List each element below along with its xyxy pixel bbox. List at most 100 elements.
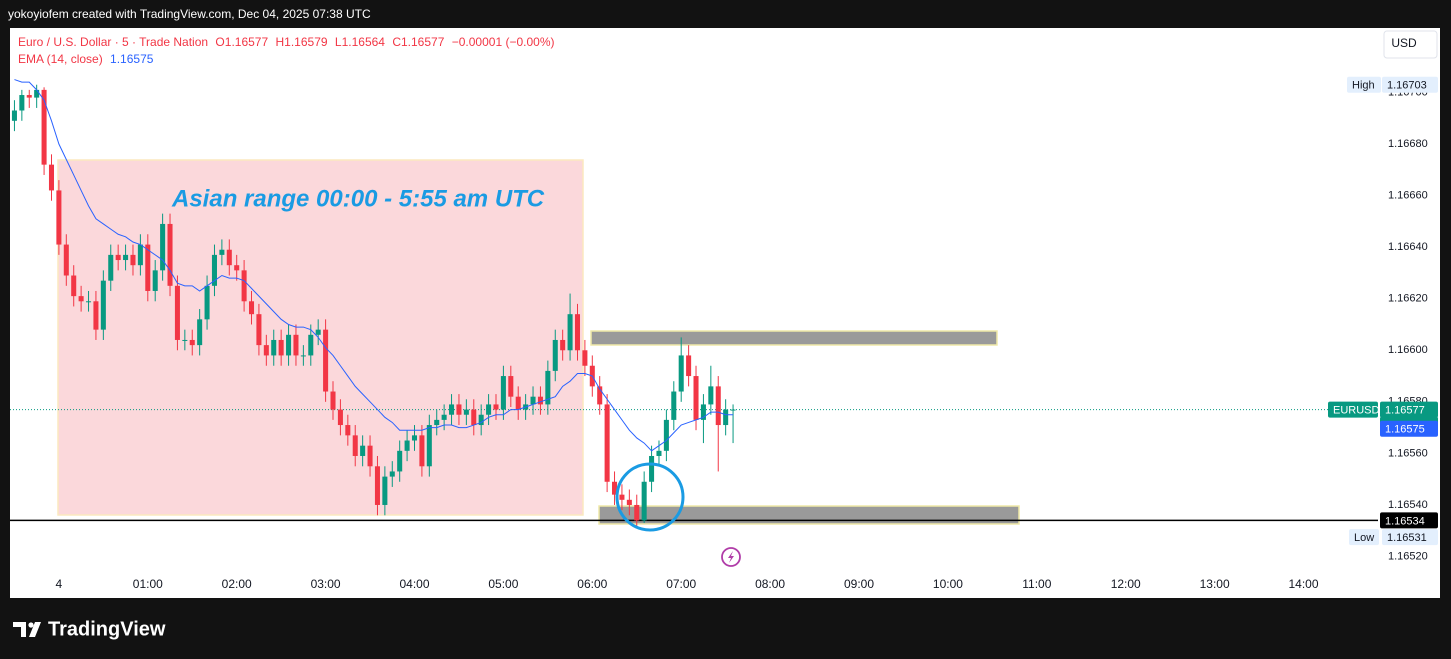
legend-low: 1.16564 [342, 35, 386, 49]
candle-body [197, 319, 203, 346]
footer-brand: TradingView [48, 618, 166, 640]
candle-body [86, 301, 92, 303]
last-price-tag: 1.16577 [1380, 401, 1438, 418]
symbol-tag-text: EURUSD [1333, 404, 1380, 416]
highlight-circle [615, 462, 685, 532]
y-tick-label: 1.16660 [1388, 189, 1428, 201]
indicator-name: EMA (14, close) [18, 52, 103, 66]
candle-body [693, 376, 699, 420]
symbol-tag-bg [1328, 401, 1378, 418]
legend-change: −0.00001 (−0.00%) [452, 35, 555, 49]
candle-body [723, 409, 729, 426]
candle-body [686, 355, 692, 377]
candle-body [248, 301, 255, 315]
candle-body [26, 95, 32, 98]
ema-tag-text: 1.16575 [1385, 424, 1425, 436]
x-tick-label: 13:00 [1200, 577, 1230, 591]
x-tick-label: 05:00 [488, 577, 518, 591]
y-tick-label: 1.16680 [1388, 138, 1428, 150]
logo-mark [13, 622, 26, 637]
y-tick-label: 1.16640 [1388, 241, 1428, 253]
candle-body [226, 249, 232, 266]
candle-body [397, 450, 403, 472]
candle-body [404, 440, 410, 451]
legend-title: Euro / U.S. Dollar · 5 · Trade Nation [18, 35, 208, 49]
candle-body [63, 244, 69, 276]
x-tick-label: 10:00 [933, 577, 963, 591]
y-tick-label: 1.16520 [1388, 550, 1428, 562]
candle-body [649, 455, 655, 482]
currency-button-frame[interactable] [1383, 30, 1438, 59]
candle-body [256, 314, 262, 346]
drawings [57, 159, 1020, 525]
header-text: yokoyiofem created with TradingView.com,… [8, 7, 371, 21]
candle-body [219, 249, 225, 255]
legend-open: 1.16577 [225, 35, 269, 49]
plot [10, 79, 1378, 529]
candle-body [663, 419, 669, 451]
high-tag-label-text: High [1352, 80, 1375, 92]
low-tag-value-bg [1382, 529, 1438, 546]
candle-body [656, 450, 662, 456]
candle-body [449, 404, 455, 415]
candle-body [619, 494, 625, 500]
low-tag-label-bg [1349, 529, 1379, 546]
candle-body [41, 89, 47, 165]
candle-body [337, 409, 343, 426]
logo-dot [28, 622, 34, 628]
candle-body [597, 386, 603, 405]
x-tick-label: 03:00 [311, 577, 341, 591]
candle-body [678, 355, 684, 392]
candle-body [367, 445, 373, 467]
candle-body [626, 499, 632, 505]
candle-body [330, 391, 336, 410]
candle-body [530, 396, 536, 405]
candle-body [537, 396, 543, 405]
high-tag-label-bg [1347, 76, 1381, 93]
low-tag-value: 1.16531 [1382, 529, 1438, 546]
y-tick-label: 1.16560 [1388, 447, 1428, 459]
candle-body [315, 329, 321, 335]
candle-body [167, 223, 173, 286]
legend-high-label: H [276, 35, 285, 49]
low-tag-label: Low [1349, 529, 1379, 546]
candle-body [515, 396, 521, 410]
candle-body [508, 376, 514, 397]
candle-body [426, 425, 432, 467]
candle-body [419, 435, 425, 467]
candle-body [174, 285, 180, 340]
candle-body [123, 254, 129, 261]
annotation: Asian range 00:00 - 5:55 am UTC [171, 185, 545, 212]
candle-body [56, 190, 62, 245]
event-icon-bolt[interactable] [728, 551, 734, 563]
x-tick-label: 09:00 [844, 577, 874, 591]
candle-body [352, 435, 358, 456]
legend-open-label: O [215, 35, 224, 49]
y-tick-label: 1.16600 [1388, 344, 1428, 356]
candle-body [478, 414, 484, 426]
low-tag-label-text: Low [1354, 532, 1374, 544]
candle-body [300, 355, 306, 357]
legend-close-label: C [392, 35, 401, 49]
candle-body [360, 445, 366, 456]
symbol-tag: EURUSD [1328, 401, 1380, 418]
candle-body [19, 95, 25, 111]
x-tick-label: 12:00 [1111, 577, 1141, 591]
candle-body [189, 339, 195, 346]
candle-body [560, 339, 566, 351]
asian-range-box [57, 159, 584, 516]
last-price-tag-text: 1.16577 [1385, 404, 1425, 416]
candle-body [308, 334, 314, 356]
candle-body [389, 471, 395, 477]
candle-body [634, 504, 640, 521]
event-icon-ring[interactable] [721, 547, 741, 567]
currency-button[interactable]: USD [1383, 30, 1438, 59]
candle-body [71, 275, 77, 297]
high-tag-value-bg [1382, 76, 1438, 93]
ema-tag: 1.16575 [1380, 420, 1438, 437]
currency-label[interactable]: USD [1391, 36, 1417, 50]
candle-body [612, 481, 618, 495]
event-icon[interactable] [721, 547, 741, 567]
